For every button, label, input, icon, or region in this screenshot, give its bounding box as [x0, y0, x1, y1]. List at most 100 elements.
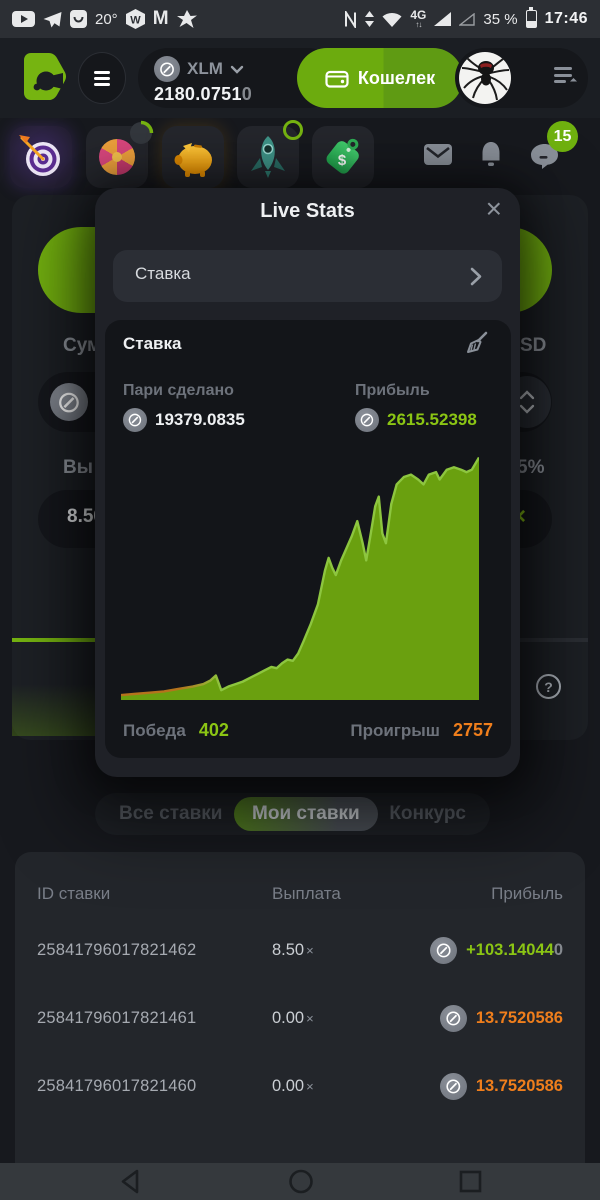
profile-group — [455, 48, 588, 108]
chat-unread-badge: 15 — [547, 121, 578, 152]
wheel-timer-badge — [130, 120, 154, 144]
stats-filter-dropdown[interactable]: Ставка — [113, 250, 502, 302]
status-left-icons: 20° W M — [12, 8, 197, 30]
filter-label: Ставка — [135, 264, 191, 283]
youtube-icon — [12, 11, 35, 27]
bets-table-card: ID ставки Выплата Прибыль 25841796017821… — [15, 852, 585, 1163]
rocket-icon — [251, 136, 285, 178]
battery-icon — [525, 7, 537, 28]
android-status-bar: 20° W M 4G ↑↓ 35 % 17:46 — [0, 0, 600, 38]
signal-strength-icon — [434, 12, 452, 26]
w-hexagon-icon: W — [125, 9, 145, 29]
clock-label: 17:46 — [544, 10, 588, 27]
col-profit: Прибыль — [491, 884, 563, 903]
stats-panel-title: Ставка — [123, 334, 182, 353]
betfury-logo-icon[interactable] — [16, 51, 66, 105]
nfc-icon — [345, 10, 357, 28]
bets-made-label: Пари сделано — [123, 382, 234, 399]
table-body: 25841796017821462 8.50 × ⊘ +103.140440 25… — [15, 916, 585, 1120]
bets-tabs: Все ставки Мои ставки Конкурс — [95, 793, 490, 835]
tab-my-bets[interactable]: Мои ставки — [234, 797, 378, 831]
stats-panel: Ставка Пари сделано ⊘ 19379.0835 Прибыль… — [105, 320, 511, 758]
bets-list-icon[interactable] — [554, 67, 572, 83]
dart-target-icon — [19, 135, 60, 176]
chevron-right-icon — [470, 267, 482, 286]
modal-title: Live Stats — [260, 200, 355, 222]
game-piggy-tile[interactable] — [162, 126, 224, 188]
temperature-label: 20° — [95, 10, 118, 28]
wallet-button[interactable]: Кошелек — [297, 48, 463, 108]
avast-icon — [176, 10, 197, 28]
table-row[interactable]: 25841796017821461 0.00 × ⊘ 13.7520586 — [37, 1004, 563, 1032]
bets-made-value: ⊘ 19379.0835 — [123, 408, 245, 432]
shopping-bag-icon — [70, 10, 87, 28]
amount-label-fragment: Сум — [63, 335, 102, 356]
signal-empty-icon — [459, 12, 476, 26]
wallet-button-label: Кошелек — [357, 67, 436, 88]
crash-active-badge — [283, 120, 303, 140]
balance-value: 2180.07510 — [154, 84, 253, 104]
win-loss-row: Победа 402 Проигрыш 2757 — [123, 720, 493, 741]
xlm-coin-icon: ⊘ — [50, 383, 88, 421]
payout-value: 8.50 — [67, 506, 104, 527]
profit-value: ⊘ 2615.52398 — [355, 408, 477, 432]
wallet-icon — [325, 70, 349, 88]
fortune-wheel-icon — [99, 139, 135, 175]
spider-avatar-icon — [461, 55, 510, 101]
nav-back-button[interactable] — [118, 1168, 142, 1195]
updown-arrows-icon — [365, 11, 375, 27]
android-nav-bar — [0, 1163, 600, 1200]
nav-recents-button[interactable] — [458, 1168, 482, 1195]
game-darts-tile[interactable] — [10, 126, 72, 188]
help-button[interactable]: ? — [536, 674, 561, 699]
losses-label: Проигрыш — [350, 720, 440, 740]
table-row[interactable]: 25841796017821460 0.00 × ⊘ 13.7520586 — [37, 1072, 563, 1100]
tab-all-bets[interactable]: Все ставки — [119, 803, 223, 824]
app-header: ⊘ XLM 2180.07510 Кошелек — [0, 38, 600, 118]
game-crash-tile[interactable] — [237, 120, 303, 188]
col-bet-id: ID ставки — [37, 884, 111, 903]
close-icon[interactable]: × — [485, 193, 502, 224]
wins-value: 402 — [198, 720, 229, 740]
m-app-icon: M — [152, 8, 169, 29]
battery-percent-label: 35 % — [483, 10, 518, 28]
live-stats-modal: Live Stats × Ставка Ставка Пари сделано … — [95, 188, 520, 777]
xlm-coin-icon: ⊘ — [439, 1004, 467, 1032]
nav-home-button[interactable] — [288, 1168, 314, 1195]
avatar[interactable] — [459, 52, 511, 104]
reset-stats-broom-icon[interactable] — [464, 330, 491, 357]
game-wheel-tile[interactable] — [86, 120, 154, 188]
chance-label-fragment: 5% — [517, 457, 545, 478]
dollar-tag-icon: $ — [326, 138, 359, 174]
svg-text:$: $ — [338, 152, 347, 169]
profit-label: Прибыль — [355, 382, 430, 399]
bell-icon[interactable] — [479, 141, 503, 169]
mail-icon[interactable] — [424, 144, 452, 165]
col-payout: Выплата — [272, 884, 341, 903]
game-tag-tile[interactable]: $ — [312, 126, 374, 188]
network-type-icon: 4G ↑↓ — [410, 8, 427, 29]
losses-value: 2757 — [452, 720, 493, 740]
payout-label-fragment: Вы — [63, 457, 93, 478]
currency-label-fragment: SD — [520, 335, 547, 356]
profit-chart — [121, 455, 479, 700]
telegram-icon — [43, 11, 62, 27]
table-header: ID ставки Выплата Прибыль — [15, 852, 585, 904]
table-row[interactable]: 25841796017821462 8.50 × ⊘ +103.140440 — [37, 936, 563, 964]
tab-contest[interactable]: Конкурс — [389, 803, 466, 824]
chevron-down-icon — [230, 65, 244, 74]
wifi-icon — [382, 12, 402, 27]
xlm-coin-icon: ⊘ — [430, 936, 458, 964]
wins-label: Победа — [123, 720, 186, 740]
xlm-coin-icon: ⊘ — [439, 1072, 467, 1100]
menu-button[interactable] — [78, 52, 126, 104]
stepper-chevrons-icon — [519, 390, 535, 414]
status-right-icons: 4G ↑↓ 35 % 17:46 — [344, 7, 588, 29]
piggy-bank-icon — [174, 143, 212, 177]
quick-access-row: $ 15 — [0, 118, 600, 195]
currency-label: XLM — [187, 59, 223, 78]
chat-icon[interactable] — [530, 143, 559, 170]
xlm-coin-icon: ⊘ — [123, 408, 147, 432]
svg-text:W: W — [130, 15, 141, 27]
